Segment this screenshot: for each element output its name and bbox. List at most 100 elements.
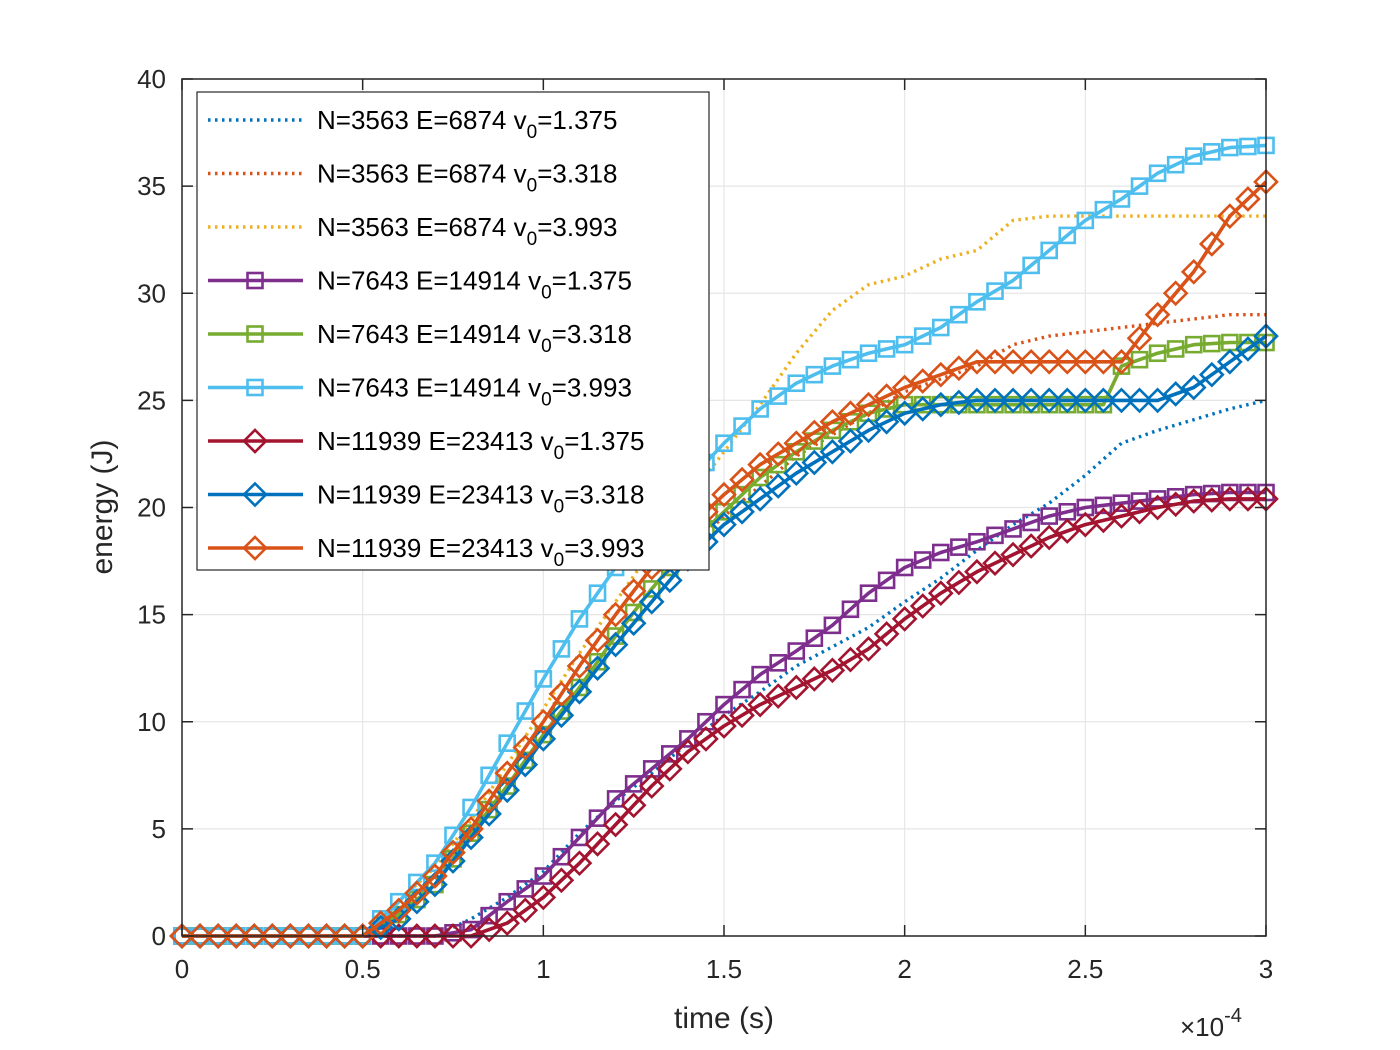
data-point — [1184, 147, 1203, 165]
data-point — [895, 558, 914, 577]
legend-label: N=7643 E=14914 v0=1.375 — [317, 266, 632, 304]
data-point — [385, 897, 412, 924]
data-point — [873, 408, 900, 435]
data-point — [769, 654, 788, 672]
data-point — [440, 923, 466, 949]
data-point — [801, 666, 828, 692]
data-point — [494, 910, 521, 936]
data-point — [516, 880, 535, 898]
data-point — [819, 408, 846, 435]
data-point — [512, 897, 539, 924]
data-point — [891, 374, 918, 401]
data-point — [1054, 348, 1081, 375]
y-tick-label: 40 — [137, 64, 166, 94]
data-point — [498, 734, 517, 752]
data-point — [404, 880, 430, 906]
data-point — [566, 653, 593, 679]
data-point — [931, 318, 950, 337]
data-point — [1058, 226, 1077, 245]
data-point — [1108, 348, 1135, 375]
data-point — [566, 678, 593, 705]
series-line — [182, 497, 1266, 938]
data-point — [1072, 348, 1099, 375]
data-point — [584, 831, 611, 857]
data-point — [675, 738, 701, 765]
legend-entry-9: N=11939 E=23413 v0=3.993 — [208, 533, 644, 571]
data-point — [769, 387, 788, 405]
data-point — [931, 543, 950, 562]
data-point — [895, 335, 914, 354]
data-point — [783, 674, 810, 701]
x-tick-label: 2.5 — [1067, 954, 1103, 984]
data-point — [1144, 301, 1171, 328]
data-point — [1000, 348, 1026, 375]
legend-label: N=7643 E=14914 v0=3.318 — [317, 319, 632, 357]
x-tick-label: 3 — [1259, 954, 1273, 984]
y-tick-label: 0 — [152, 921, 166, 951]
legend-marker-sample — [242, 481, 268, 508]
data-point — [787, 374, 806, 393]
data-point — [1203, 143, 1221, 161]
series-9 — [169, 169, 1279, 949]
data-point — [349, 923, 376, 949]
data-point — [1072, 387, 1099, 414]
data-point — [913, 327, 932, 345]
legend-entry-7: N=11939 E=23413 v0=1.375 — [208, 426, 644, 464]
data-point — [1180, 488, 1207, 514]
data-point — [480, 906, 498, 925]
data-point — [751, 400, 769, 418]
legend-marker-sample — [246, 271, 264, 290]
data-point — [1166, 340, 1185, 358]
data-point — [458, 816, 484, 842]
data-point — [440, 839, 466, 866]
data-point — [765, 441, 792, 467]
data-point — [516, 702, 535, 720]
data-point — [656, 756, 683, 782]
data-point — [946, 569, 972, 596]
data-point — [783, 430, 810, 457]
x-tick-label: 1.5 — [706, 954, 742, 984]
data-point — [1054, 518, 1081, 544]
data-point — [747, 451, 773, 478]
data-point — [638, 588, 665, 615]
y-tick-label: 15 — [137, 600, 166, 630]
data-point — [982, 387, 1008, 414]
data-point — [729, 466, 755, 493]
data-point — [913, 551, 932, 569]
data-point — [606, 790, 625, 808]
legend-label: N=11939 E=23413 v0=3.993 — [317, 533, 644, 571]
data-point — [873, 383, 900, 409]
data-point — [729, 702, 755, 729]
data-point — [494, 760, 521, 787]
data-point — [552, 847, 571, 866]
data-point — [801, 419, 828, 446]
series-layer — [169, 136, 1279, 949]
data-point — [1022, 256, 1040, 275]
data-point — [1198, 231, 1225, 257]
data-point — [548, 867, 575, 894]
x-multiplier-exponent: -4 — [1224, 1005, 1242, 1027]
data-point — [259, 923, 286, 949]
legend-marker-sample — [242, 428, 268, 454]
data-point — [1130, 177, 1149, 195]
data-point — [530, 708, 557, 735]
data-point — [570, 610, 589, 628]
data-point — [512, 734, 539, 761]
data-point — [711, 511, 737, 538]
data-point — [1184, 335, 1203, 354]
data-point — [982, 550, 1008, 577]
data-point — [787, 642, 806, 660]
legend-marker-sample — [246, 325, 264, 343]
data-point — [837, 400, 864, 427]
data-point — [1018, 348, 1044, 375]
data-point — [1000, 541, 1026, 568]
data-point — [855, 391, 882, 418]
data-point — [1036, 348, 1063, 375]
series-line — [182, 143, 1267, 938]
data-point — [422, 863, 448, 889]
data-point — [1040, 241, 1058, 260]
data-point — [986, 282, 1004, 300]
x-tick-label: 0.5 — [345, 954, 381, 984]
data-point — [982, 348, 1008, 375]
